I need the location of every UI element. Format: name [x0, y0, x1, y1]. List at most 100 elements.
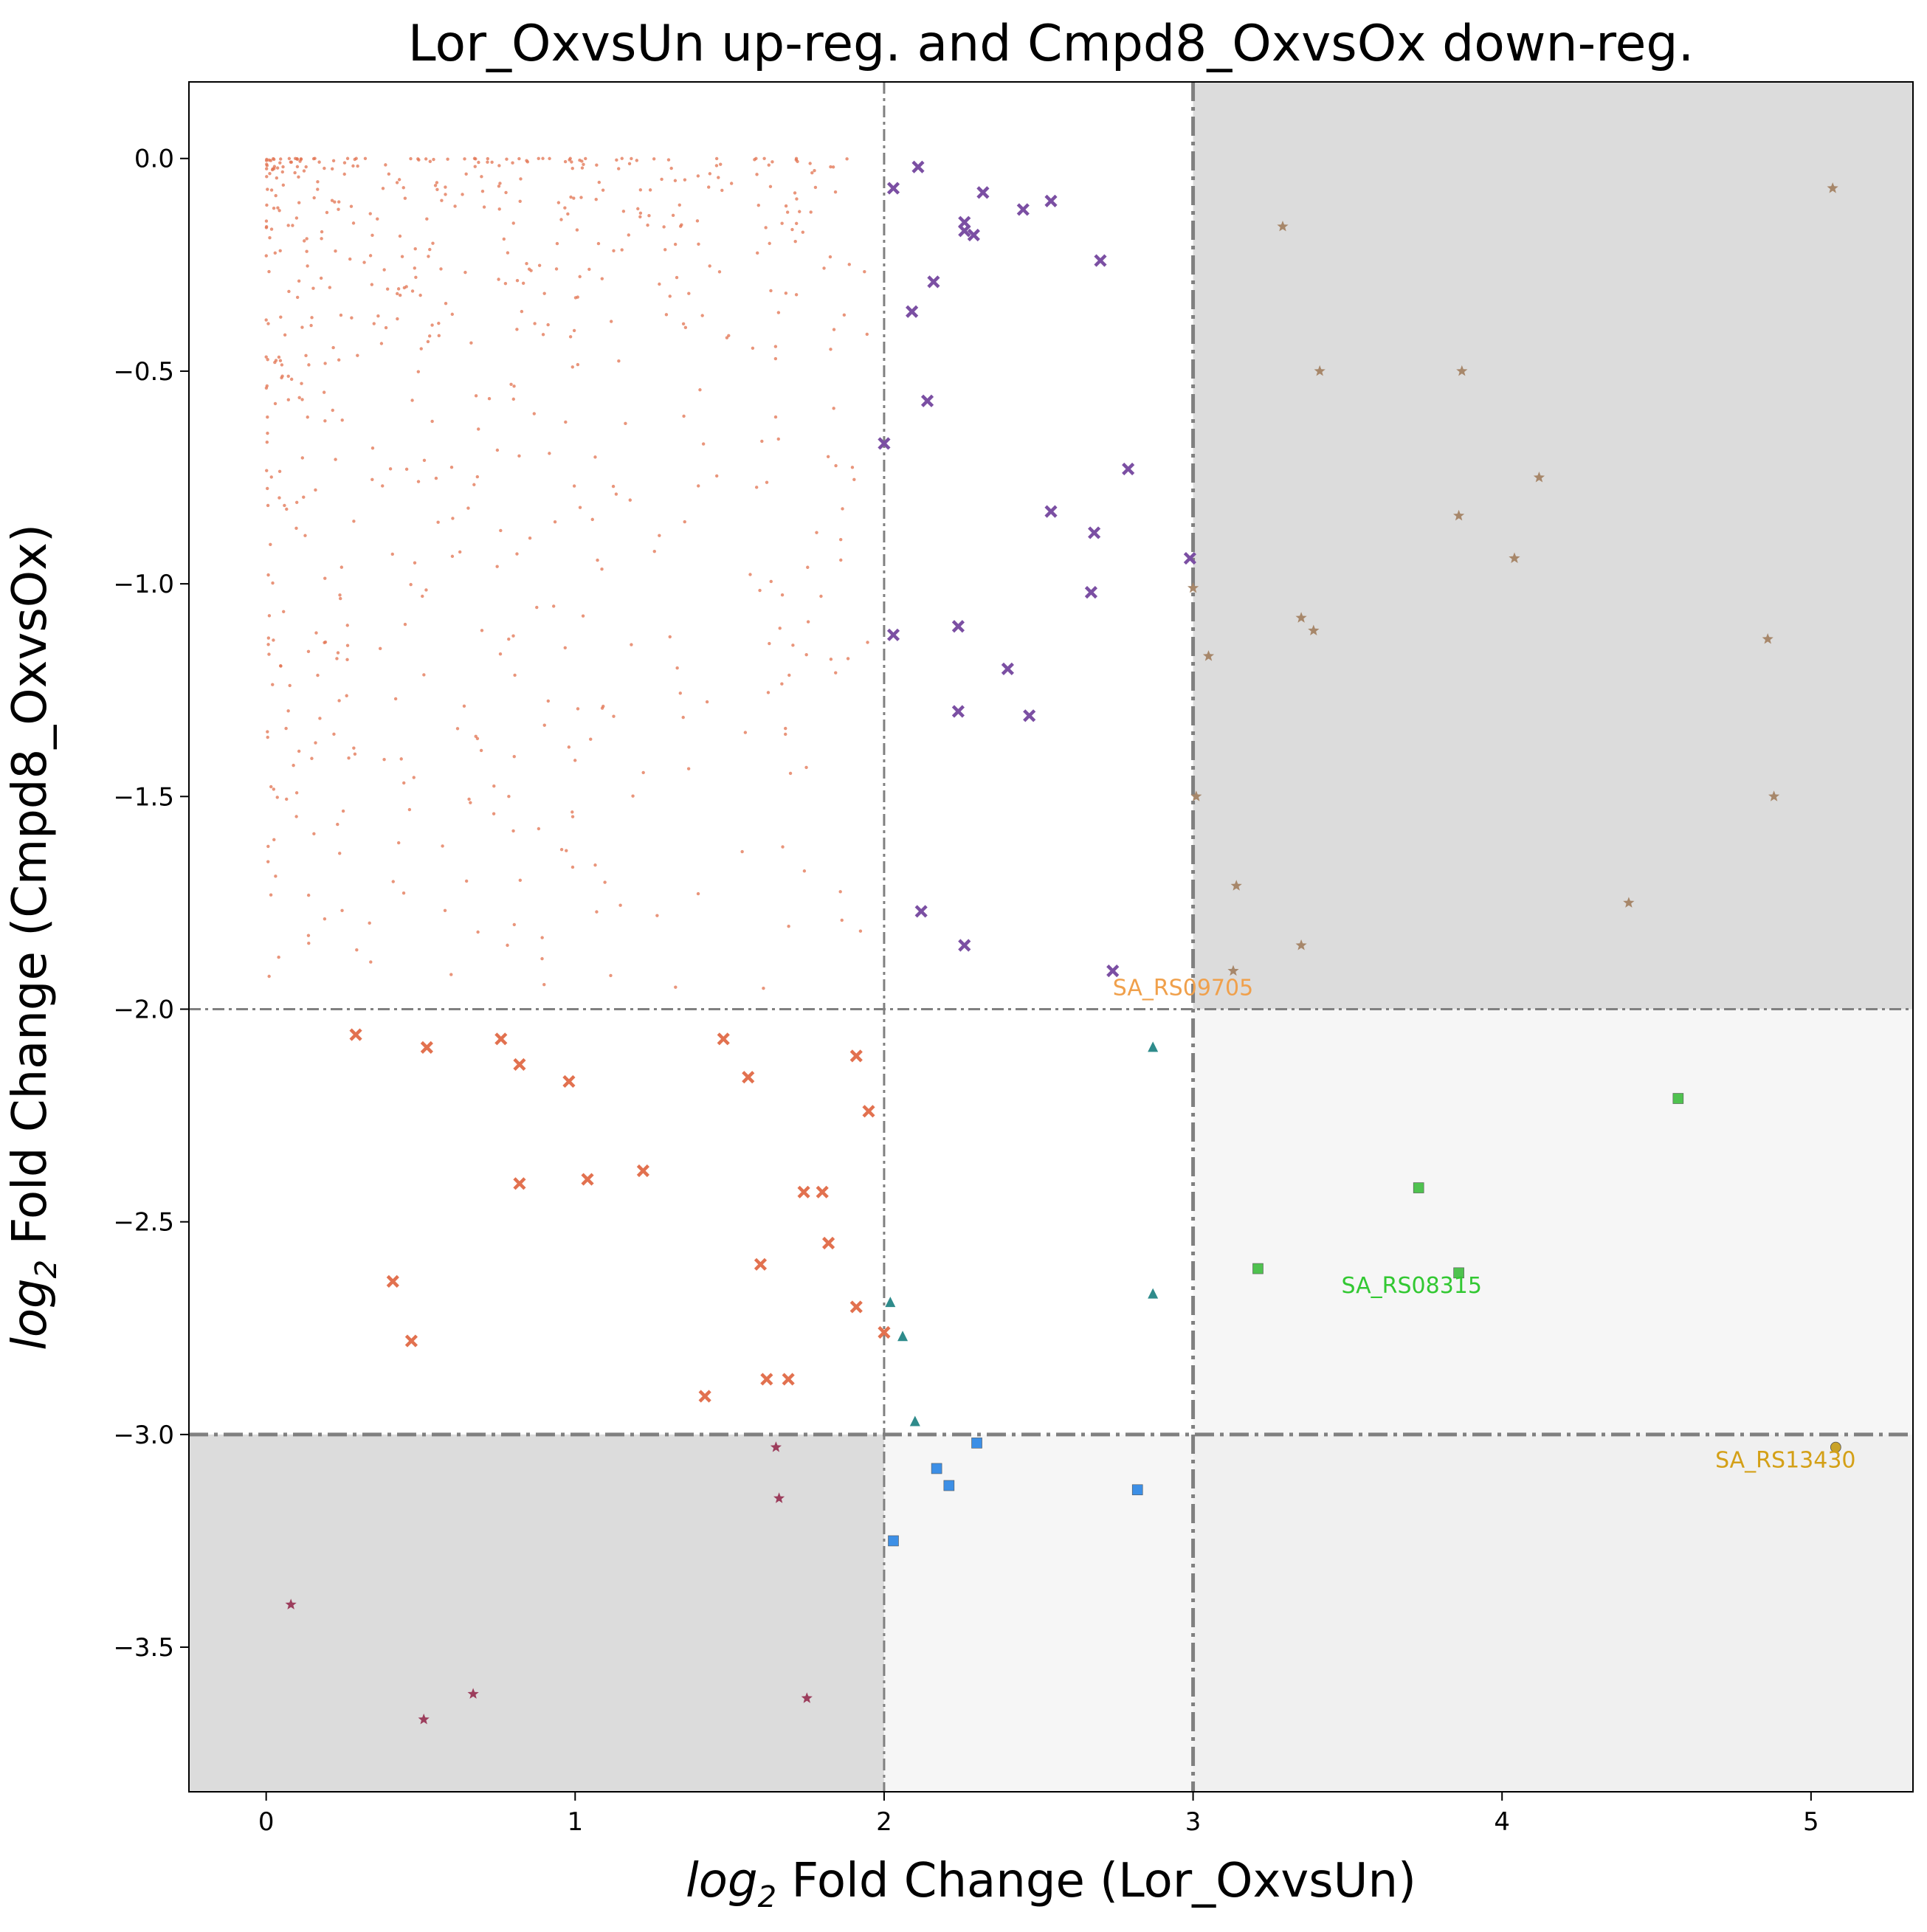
background-point — [497, 184, 501, 188]
data-point-x — [886, 628, 900, 641]
background-point — [819, 594, 823, 598]
background-point — [376, 314, 380, 318]
background-point — [809, 210, 813, 214]
background-point — [265, 469, 269, 472]
background-point — [773, 415, 778, 419]
background-point — [540, 956, 544, 961]
background-point — [641, 770, 645, 775]
background-point — [495, 565, 499, 568]
data-point-square — [1453, 1267, 1464, 1279]
background-point — [345, 644, 350, 647]
background-point — [414, 275, 418, 280]
background-point — [743, 731, 748, 734]
background-point — [813, 185, 818, 190]
background-point — [266, 860, 270, 863]
background-point — [264, 254, 268, 258]
background-point — [422, 673, 426, 677]
background-point — [287, 289, 291, 294]
background-point — [265, 441, 269, 444]
background-point — [266, 735, 269, 739]
background-point — [490, 160, 494, 164]
background-point — [768, 184, 773, 189]
data-point-triangle — [885, 1297, 896, 1308]
background-point — [658, 282, 661, 286]
background-point — [492, 812, 496, 815]
background-point — [511, 221, 515, 225]
background-point — [668, 635, 672, 639]
background-point — [376, 217, 379, 221]
background-point — [294, 216, 299, 220]
background-point — [666, 158, 671, 162]
background-point — [433, 184, 438, 187]
background-point — [576, 362, 580, 367]
background-point — [512, 754, 516, 759]
background-point — [331, 345, 335, 350]
data-point-x — [1044, 194, 1058, 207]
data-point-x — [717, 1032, 730, 1046]
background-point — [556, 201, 561, 204]
background-point — [638, 215, 642, 218]
background-point — [669, 166, 673, 170]
background-point — [548, 156, 551, 161]
background-point — [630, 643, 633, 646]
background-point — [278, 359, 283, 362]
background-point — [356, 164, 359, 168]
background-point — [794, 221, 799, 225]
background-point — [264, 219, 269, 223]
background-point — [283, 503, 286, 508]
background-point — [652, 549, 656, 553]
background-point — [609, 973, 613, 978]
background-point — [266, 322, 270, 325]
data-point-x — [878, 1325, 891, 1339]
background-point — [822, 266, 826, 270]
background-point — [601, 188, 605, 192]
background-point — [269, 188, 274, 192]
background-point — [275, 166, 280, 170]
background-point — [528, 536, 532, 540]
background-point — [381, 484, 385, 488]
background-point — [281, 183, 286, 187]
background-point — [648, 188, 652, 192]
background-point — [681, 322, 686, 326]
background-point — [784, 726, 787, 731]
background-point — [695, 219, 700, 223]
background-point — [278, 249, 282, 252]
data-point-circle — [1830, 1441, 1841, 1453]
background-point — [839, 558, 843, 562]
background-point — [266, 358, 269, 362]
background-point — [382, 757, 386, 762]
background-point — [418, 293, 422, 297]
background-point — [846, 657, 850, 660]
background-point — [345, 624, 349, 627]
background-point — [469, 801, 472, 804]
background-point — [469, 341, 473, 345]
background-point — [570, 815, 575, 818]
background-point — [482, 205, 486, 209]
background-point — [404, 285, 408, 289]
background-point — [266, 431, 269, 435]
background-point — [568, 335, 573, 339]
background-point — [683, 325, 688, 330]
background-point — [756, 251, 759, 255]
background-point — [512, 384, 516, 388]
background-point — [288, 683, 292, 688]
background-point — [793, 191, 797, 195]
background-point — [413, 561, 417, 565]
background-point — [453, 204, 457, 208]
background-point-cloud — [264, 156, 869, 990]
shaded-region-3 — [883, 1434, 1193, 1792]
background-point — [285, 797, 289, 801]
background-point — [286, 709, 290, 713]
background-point — [620, 156, 624, 160]
background-point — [464, 172, 468, 176]
background-point — [486, 156, 490, 161]
x-axis-label-log: log — [686, 1854, 758, 1908]
data-point-star — [1295, 612, 1307, 623]
background-point — [852, 477, 856, 482]
background-point — [345, 694, 348, 697]
data-point-star — [770, 1441, 782, 1452]
background-point — [428, 247, 432, 252]
data-point-x — [636, 1164, 649, 1178]
background-point — [295, 156, 299, 161]
data-point-x — [951, 620, 965, 633]
